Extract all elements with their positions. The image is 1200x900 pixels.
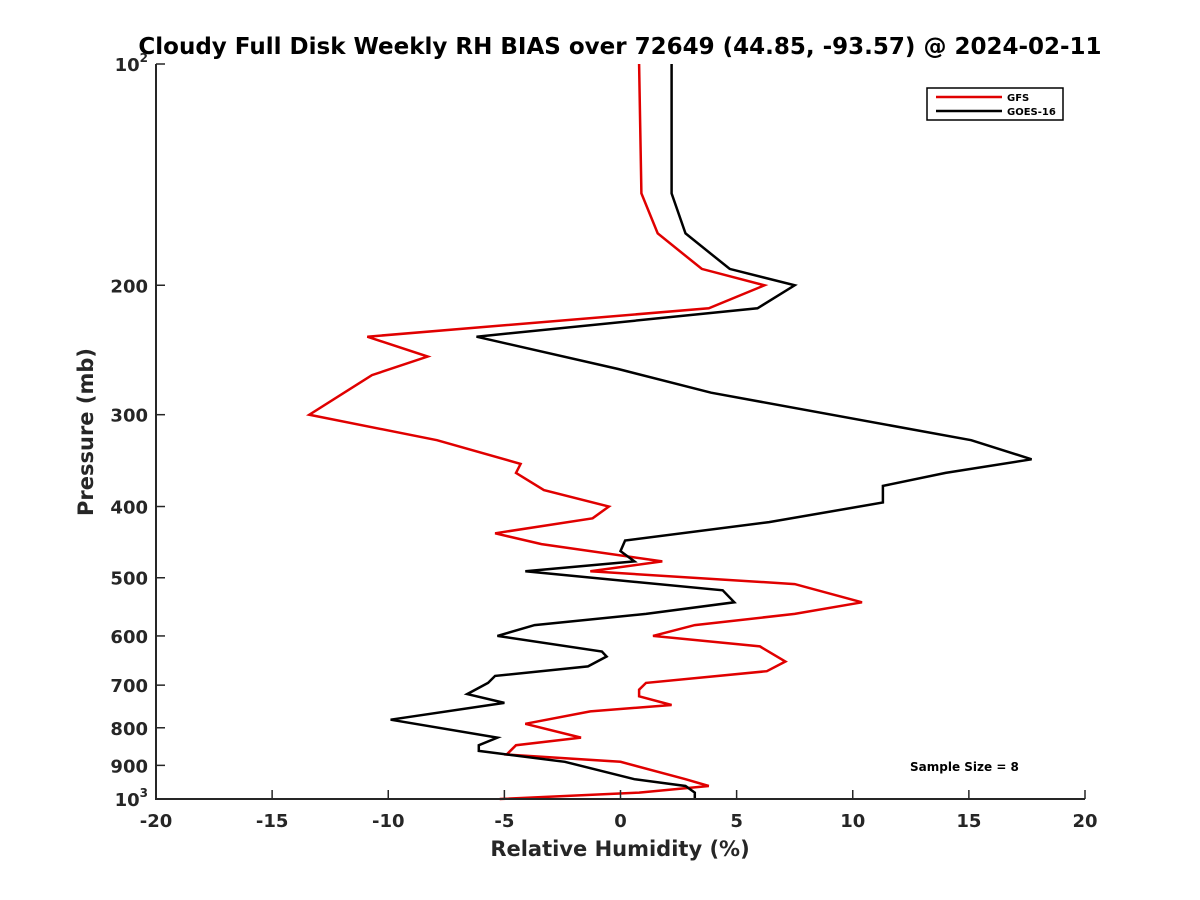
- sample-size-annotation: Sample Size = 8: [910, 760, 1019, 774]
- legend-label-gfs: GFS: [1007, 93, 1029, 104]
- x-axis-label: Relative Humidity (%): [490, 837, 749, 861]
- y-tick-label: 700: [110, 676, 148, 697]
- series-line-gfs: [305, 63, 863, 801]
- legend: GFS GOES-16: [926, 87, 1064, 121]
- legend-label-goes-16: GOES-16: [1007, 107, 1056, 118]
- chart-title: Cloudy Full Disk Weekly RH BIAS over 726…: [138, 34, 1101, 60]
- y-tick-label: 400: [110, 498, 148, 519]
- y-tick-label: 900: [110, 756, 148, 777]
- x-tick-label: -5: [494, 811, 514, 832]
- y-axis-label: Pressure (mb): [74, 348, 98, 516]
- y-axis-ticks: 102 200 300 400 500 600 700 800 900 103: [110, 51, 165, 811]
- legend-box: [926, 87, 1064, 121]
- x-tick-label: -20: [140, 811, 173, 832]
- y-tick-label: 102: [115, 51, 148, 76]
- y-tick-label: 500: [110, 569, 148, 590]
- x-axis-ticks: -20 -15 -10 -5 0 5 10 15 20: [140, 790, 1098, 832]
- plot-axes: [155, 64, 1085, 800]
- x-tick-label: -15: [256, 811, 289, 832]
- x-tick-label: 0: [614, 811, 627, 832]
- series-line-goes-16: [390, 64, 1032, 799]
- y-tick-label: 800: [110, 719, 148, 740]
- x-tick-label: 10: [840, 811, 865, 832]
- y-tick-label: 103: [115, 786, 148, 811]
- x-tick-label: 15: [956, 811, 981, 832]
- y-tick-label: 600: [110, 627, 148, 648]
- x-tick-label: -10: [372, 811, 405, 832]
- x-tick-label: 5: [730, 811, 743, 832]
- series-layer: [305, 63, 1032, 801]
- y-tick-label: 200: [110, 276, 148, 297]
- x-tick-label: 20: [1072, 811, 1097, 832]
- y-tick-label: 300: [110, 406, 148, 427]
